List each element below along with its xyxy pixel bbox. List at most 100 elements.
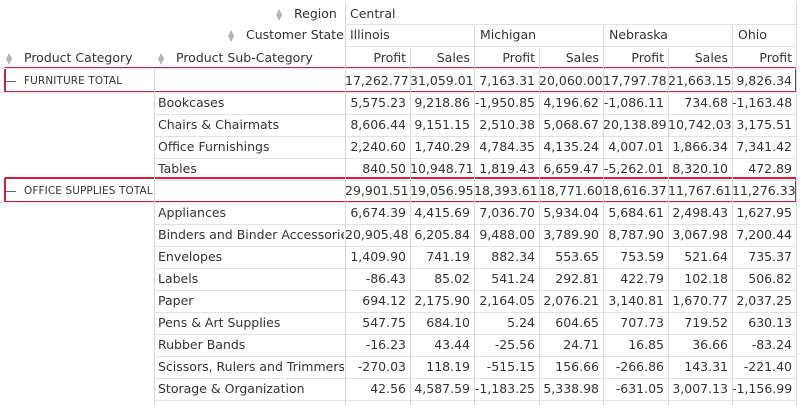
header-divider <box>0 68 796 69</box>
table-cell: 5.24 <box>507 315 535 330</box>
row-divider <box>154 334 796 335</box>
subcategory-label: Binders and Binder Accessories <box>158 227 344 242</box>
table-cell: 292.81 <box>555 271 599 286</box>
subcategory-label: Storage & Organization <box>158 381 305 396</box>
table-cell: 20,905.48 <box>345 227 409 242</box>
table-cell: 630.13 <box>748 315 792 330</box>
sort-icon[interactable]: ▲ ▼ <box>6 50 13 66</box>
table-cell: 18,616.37 <box>603 183 667 198</box>
row-divider <box>154 136 796 137</box>
product-subcategory-header[interactable]: ▲ ▼ Product Sub-Category <box>158 48 313 68</box>
table-cell: 6,659.47 <box>543 161 599 176</box>
sort-icon[interactable]: ▲ ▼ <box>158 50 165 66</box>
subcategory-label: Office Furnishings <box>158 139 270 154</box>
table-cell: 9,826.34 <box>736 73 792 88</box>
row-divider <box>154 268 796 269</box>
table-cell: 3,067.98 <box>672 227 728 242</box>
subcategory-label: Bookcases <box>158 95 225 110</box>
table-cell: 472.89 <box>748 161 792 176</box>
table-cell: 9,218.86 <box>414 95 470 110</box>
row-divider <box>154 114 796 115</box>
table-cell: -5,262.01 <box>603 161 664 176</box>
column-divider <box>410 48 411 405</box>
subcategory-label: Tables <box>158 161 197 176</box>
total-row-label-text: FURNITURE TOTAL <box>24 75 123 87</box>
table-cell: -515.15 <box>486 359 535 374</box>
total-row-label[interactable]: OFFICE SUPPLIES TOTAL <box>0 180 300 202</box>
subcategory-label: Labels <box>158 271 199 286</box>
region-header[interactable]: ▲ ▼ Region <box>276 5 337 23</box>
table-cell: 3,140.81 <box>608 293 664 308</box>
column-divider <box>345 2 346 26</box>
table-cell: -270.03 <box>357 359 406 374</box>
table-cell: 143.31 <box>684 359 728 374</box>
row-divider <box>154 312 796 313</box>
table-cell: 604.65 <box>555 315 599 330</box>
table-cell: 8,787.90 <box>608 227 664 242</box>
table-cell: 1,740.29 <box>414 139 470 154</box>
table-cell: 102.18 <box>684 271 728 286</box>
table-cell: 9,488.00 <box>479 227 535 242</box>
header-divider <box>345 46 796 47</box>
state-header-illinois: Illinois <box>350 27 390 42</box>
column-divider <box>539 48 540 405</box>
product-category-header[interactable]: ▲ ▼ Product Category <box>6 48 133 68</box>
subcategory-label: Envelopes <box>158 249 223 264</box>
region-header-label: Region <box>294 6 337 21</box>
table-cell: 17,797.78 <box>603 73 667 88</box>
table-cell: 840.50 <box>362 161 406 176</box>
table-cell: 1,409.90 <box>350 249 406 264</box>
table-cell: 882.34 <box>491 249 535 264</box>
table-cell: 553.65 <box>555 249 599 264</box>
table-cell: 2,510.38 <box>479 117 535 132</box>
table-cell: 7,036.70 <box>479 205 535 220</box>
collapse-icon[interactable] <box>6 190 16 192</box>
collapse-icon[interactable] <box>6 80 16 82</box>
table-cell: 20,060.00 <box>539 73 603 88</box>
customer-state-header-label: Customer State <box>246 27 344 42</box>
measure-header-profit: Profit <box>631 50 664 65</box>
state-header-ohio: Ohio <box>738 27 767 42</box>
table-cell: 156.66 <box>555 359 599 374</box>
table-cell: 4,007.01 <box>608 139 664 154</box>
table-cell: 521.64 <box>684 249 728 264</box>
sort-icon[interactable]: ▲ ▼ <box>228 27 235 43</box>
measure-header-profit: Profit <box>373 50 406 65</box>
table-cell: 1,670.77 <box>672 293 728 308</box>
table-cell: -16.23 <box>365 337 406 352</box>
table-cell: 5,934.04 <box>543 205 599 220</box>
table-cell: 506.82 <box>748 271 792 286</box>
column-divider <box>154 70 155 405</box>
table-cell: 9,151.15 <box>414 117 470 132</box>
table-cell: 42.56 <box>370 381 406 396</box>
sort-icon[interactable]: ▲ ▼ <box>276 6 283 22</box>
measure-header-sales: Sales <box>694 50 728 65</box>
subcategory-label: Appliances <box>158 205 227 220</box>
table-cell: 18,771.60 <box>539 183 603 198</box>
table-cell: 5,338.98 <box>543 381 599 396</box>
subcategory-label: Pens & Art Supplies <box>158 315 281 330</box>
row-divider <box>0 92 796 93</box>
table-cell: -1,950.85 <box>474 95 535 110</box>
table-cell: 4,135.24 <box>543 139 599 154</box>
table-cell: 5,068.67 <box>543 117 599 132</box>
customer-state-header[interactable]: ▲ ▼ Customer State <box>228 26 344 44</box>
table-cell: 11,767.61 <box>668 183 732 198</box>
region-value-central: Central <box>350 6 396 21</box>
row-divider <box>154 246 796 247</box>
table-cell: 8,606.44 <box>350 117 406 132</box>
table-cell: 694.12 <box>362 293 406 308</box>
table-cell: 16.85 <box>628 337 664 352</box>
table-cell: -631.05 <box>615 381 664 396</box>
table-cell: -1,156.99 <box>732 381 793 396</box>
subcategory-label: Paper <box>158 293 194 308</box>
row-divider <box>154 400 796 401</box>
column-divider <box>732 26 733 405</box>
table-cell: 4,587.59 <box>414 381 470 396</box>
table-cell: 31,059.01 <box>410 73 474 88</box>
measure-header-sales: Sales <box>565 50 599 65</box>
measure-header-profit: Profit <box>759 50 792 65</box>
state-header-nebraska: Nebraska <box>609 27 668 42</box>
total-row-label[interactable]: FURNITURE TOTAL <box>0 70 300 92</box>
